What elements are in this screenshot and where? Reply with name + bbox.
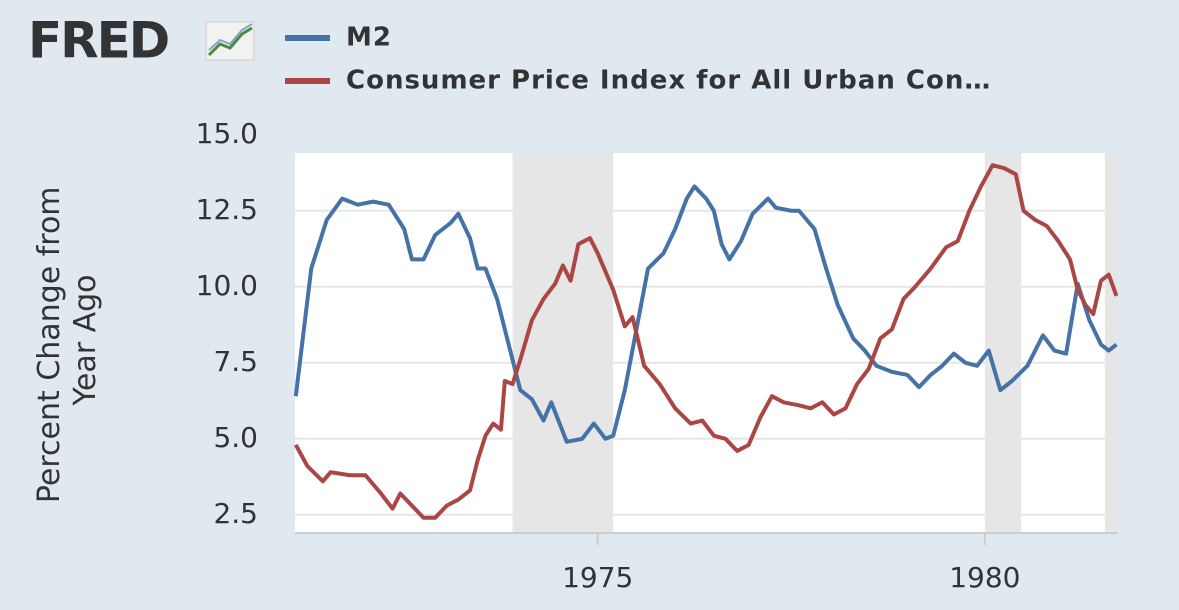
recession-band <box>512 153 614 533</box>
y-tick-label: 12.5 <box>196 193 258 226</box>
y-tick-label: 2.5 <box>213 497 258 530</box>
logo: FRED <box>28 12 168 70</box>
y-tick-label: 5.0 <box>213 421 258 454</box>
recession-band <box>984 153 1022 533</box>
logo-icon <box>205 21 255 61</box>
y-tick-label: 7.5 <box>213 345 258 378</box>
y-axis-label-line: Percent Change from <box>32 186 67 503</box>
plot-area <box>295 153 1118 533</box>
x-tick-label: 1980 <box>949 561 1020 594</box>
x-tick-label: 1975 <box>562 561 633 594</box>
y-axis-label: Percent Change from Year Ago <box>32 177 103 503</box>
series-line <box>293 184 1118 444</box>
y-axis-label-line: Year Ago <box>68 275 103 407</box>
legend-label: Consumer Price Index for All Urban Con… <box>346 66 991 96</box>
series-line <box>294 163 1119 520</box>
y-tick-label: 15.0 <box>196 117 258 150</box>
y-tick-label: 10.0 <box>196 269 258 302</box>
legend-label: M2 <box>346 23 392 53</box>
